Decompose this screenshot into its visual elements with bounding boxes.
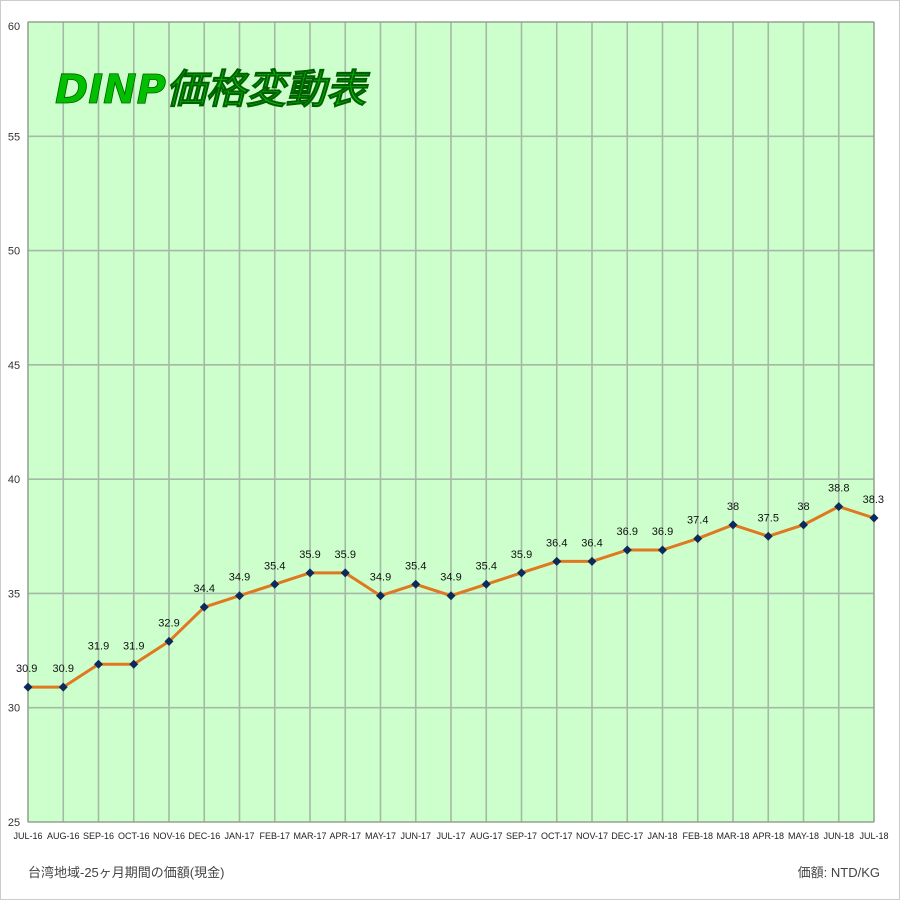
x-tick-label: SEP-17 — [506, 831, 537, 841]
data-label: 34.9 — [229, 572, 250, 584]
data-label: 35.9 — [335, 549, 356, 561]
x-tick-label: NOV-17 — [576, 831, 608, 841]
x-tick-label: OCT-16 — [118, 831, 150, 841]
x-tick-label: FEB-18 — [682, 831, 713, 841]
data-point-marker — [411, 579, 421, 589]
x-tick-label: JUL-17 — [436, 831, 465, 841]
data-label: 38.8 — [828, 483, 849, 495]
data-point-marker — [58, 682, 68, 692]
data-point-marker — [622, 545, 632, 555]
x-tick-label: JUL-18 — [859, 831, 888, 841]
data-point-marker — [693, 534, 703, 544]
data-label: 30.9 — [16, 663, 37, 675]
x-tick-label: MAY-18 — [788, 831, 819, 841]
x-tick-label: AUG-16 — [47, 831, 80, 841]
data-label: 35.4 — [405, 560, 426, 572]
data-label: 32.9 — [158, 617, 179, 629]
y-tick-label: 25 — [8, 817, 20, 829]
data-point-marker — [340, 568, 350, 578]
data-label: 38 — [727, 501, 739, 513]
x-tick-label: OCT-17 — [541, 831, 573, 841]
y-tick-label: 35 — [8, 588, 20, 600]
x-tick-label: MAR-17 — [293, 831, 326, 841]
x-tick-label: JUN-18 — [823, 831, 854, 841]
y-tick-label: 60 — [8, 21, 20, 33]
data-point-marker — [305, 568, 315, 578]
data-point-marker — [517, 568, 526, 578]
data-label: 37.5 — [758, 512, 779, 524]
data-label: 35.9 — [299, 549, 320, 561]
data-point-marker — [23, 682, 33, 692]
x-tick-label: DEC-17 — [611, 831, 643, 841]
x-tick-label: SEP-16 — [83, 831, 114, 841]
data-point-marker — [552, 556, 562, 566]
data-label: 37.4 — [687, 515, 708, 527]
data-label: 35.4 — [264, 560, 285, 572]
data-point-marker — [728, 520, 738, 530]
data-label: 30.9 — [53, 663, 74, 675]
data-label: 31.9 — [88, 640, 109, 652]
footer-left: 台湾地域-25ヶ月期間の価額(現金) — [28, 865, 224, 880]
data-label: 38.3 — [863, 494, 884, 506]
data-point-marker — [834, 502, 844, 512]
y-tick-label: 45 — [8, 360, 20, 372]
data-label: 34.9 — [440, 572, 461, 584]
y-tick-label: 30 — [8, 703, 20, 715]
x-tick-label: JAN-17 — [224, 831, 254, 841]
x-tick-label: MAY-17 — [365, 831, 396, 841]
x-tick-label: DEC-16 — [188, 831, 220, 841]
data-point-marker — [94, 659, 103, 669]
x-tick-label: JUN-17 — [400, 831, 431, 841]
data-point-marker — [164, 636, 174, 646]
data-label: 34.9 — [370, 572, 391, 584]
data-label: 35.9 — [511, 549, 532, 561]
chart-title: DINP価格変動表 — [55, 67, 371, 113]
x-tick-label: AUG-17 — [470, 831, 503, 841]
plot-border — [27, 21, 875, 823]
data-point-marker — [199, 602, 209, 612]
data-point-marker — [869, 513, 879, 523]
x-tick-label: FEB-17 — [259, 831, 290, 841]
data-point-marker — [658, 545, 667, 555]
x-tick-label: JUL-16 — [13, 831, 42, 841]
x-tick-label: NOV-16 — [153, 831, 185, 841]
y-tick-label: 50 — [8, 246, 20, 258]
data-point-marker — [481, 579, 491, 589]
x-tick-label: APR-17 — [329, 831, 361, 841]
data-point-marker — [587, 556, 597, 566]
data-label: 36.4 — [546, 537, 567, 549]
data-label: 35.4 — [476, 560, 497, 572]
data-label: 34.4 — [194, 583, 215, 595]
data-point-marker — [763, 531, 773, 541]
footer-right: 価額: NTD/KG — [798, 865, 880, 880]
x-tick-label: JAN-18 — [647, 831, 677, 841]
data-label: 36.9 — [652, 526, 673, 538]
data-point-marker — [376, 591, 385, 601]
x-tick-label: APR-18 — [752, 831, 784, 841]
data-point-marker — [799, 520, 808, 530]
data-label: 36.9 — [617, 526, 638, 538]
y-tick-label: 55 — [8, 131, 20, 143]
data-point-marker — [129, 659, 139, 669]
data-label: 31.9 — [123, 640, 144, 652]
data-label: 36.4 — [581, 537, 602, 549]
data-point-marker — [270, 579, 280, 589]
data-point-marker — [446, 591, 456, 601]
y-tick-label: 40 — [8, 474, 20, 486]
data-label: 38 — [797, 501, 809, 513]
x-tick-label: MAR-18 — [716, 831, 749, 841]
data-point-marker — [235, 591, 244, 601]
